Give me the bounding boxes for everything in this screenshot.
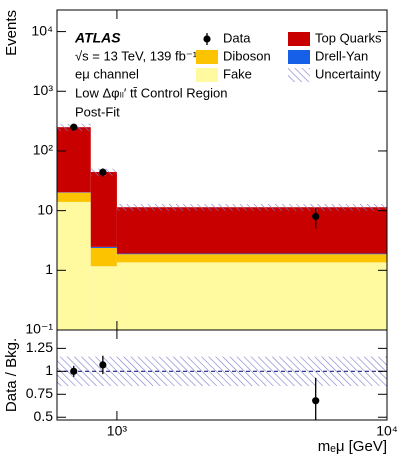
stack-segment <box>116 207 387 254</box>
y-tick-label: 0.75 <box>26 385 53 401</box>
ratio-axis-label: Data / Bkg. <box>3 338 20 412</box>
legend-swatch <box>288 68 310 82</box>
x-tick-label: 10⁴ <box>376 423 398 439</box>
legend-marker <box>203 35 211 43</box>
legend-label: Diboson <box>223 48 271 63</box>
y-tick-label: 10 <box>37 201 53 217</box>
y-tick-label: 1 <box>45 261 53 277</box>
y-tick-label: 1.25 <box>26 339 53 355</box>
uncertainty-band <box>116 204 387 211</box>
ratio-band <box>116 356 387 387</box>
legend-swatch <box>196 68 218 82</box>
annotation: eμ channel <box>75 66 139 81</box>
frame <box>56 329 388 421</box>
legend-label: Fake <box>223 66 252 81</box>
legend-swatch <box>288 32 310 46</box>
data-point <box>312 212 320 221</box>
stack-segment <box>57 201 91 330</box>
legend-label: Drell-Yan <box>315 48 368 63</box>
x-axis-label: mₑμ [GeV] <box>318 438 387 455</box>
annotation: Low Δφₗₗ′ tt̄ Control Region <box>75 85 228 100</box>
data-point <box>312 397 320 405</box>
y-tick-label: 1 <box>45 362 53 378</box>
annotation: Post-Fit <box>75 104 120 119</box>
stack-segment <box>90 266 117 330</box>
stack-segment <box>57 192 91 202</box>
stack-segment <box>116 253 387 255</box>
x-tick-label: 10³ <box>107 423 128 439</box>
legend-swatch <box>196 50 218 64</box>
y-tick-label: 10⁻¹ <box>25 321 53 337</box>
stack-segment <box>116 262 387 330</box>
y-tick-label: 10³ <box>33 82 54 98</box>
atlas-label: ATLAS <box>74 30 121 46</box>
y-tick-label: 0.5 <box>34 408 54 424</box>
stack-segment <box>90 171 117 247</box>
annotation: √s = 13 TeV, 139 fb⁻¹ <box>75 48 198 63</box>
data-point <box>99 168 107 176</box>
data-point <box>99 361 107 369</box>
stack-segment <box>116 254 387 263</box>
stack-segment <box>57 127 91 193</box>
legend-label: Data <box>223 30 251 45</box>
y-axis-label: Events <box>3 10 20 56</box>
data-point <box>70 123 78 131</box>
legend-label: Uncertainty <box>315 66 381 81</box>
y-tick-label: 10² <box>33 142 54 158</box>
legend-label: Top Quarks <box>315 30 382 45</box>
data-point <box>70 367 78 375</box>
stack-segment <box>90 247 117 267</box>
stack-segment <box>90 246 117 248</box>
legend-swatch <box>288 50 310 64</box>
y-tick-label: 10⁴ <box>31 22 53 38</box>
